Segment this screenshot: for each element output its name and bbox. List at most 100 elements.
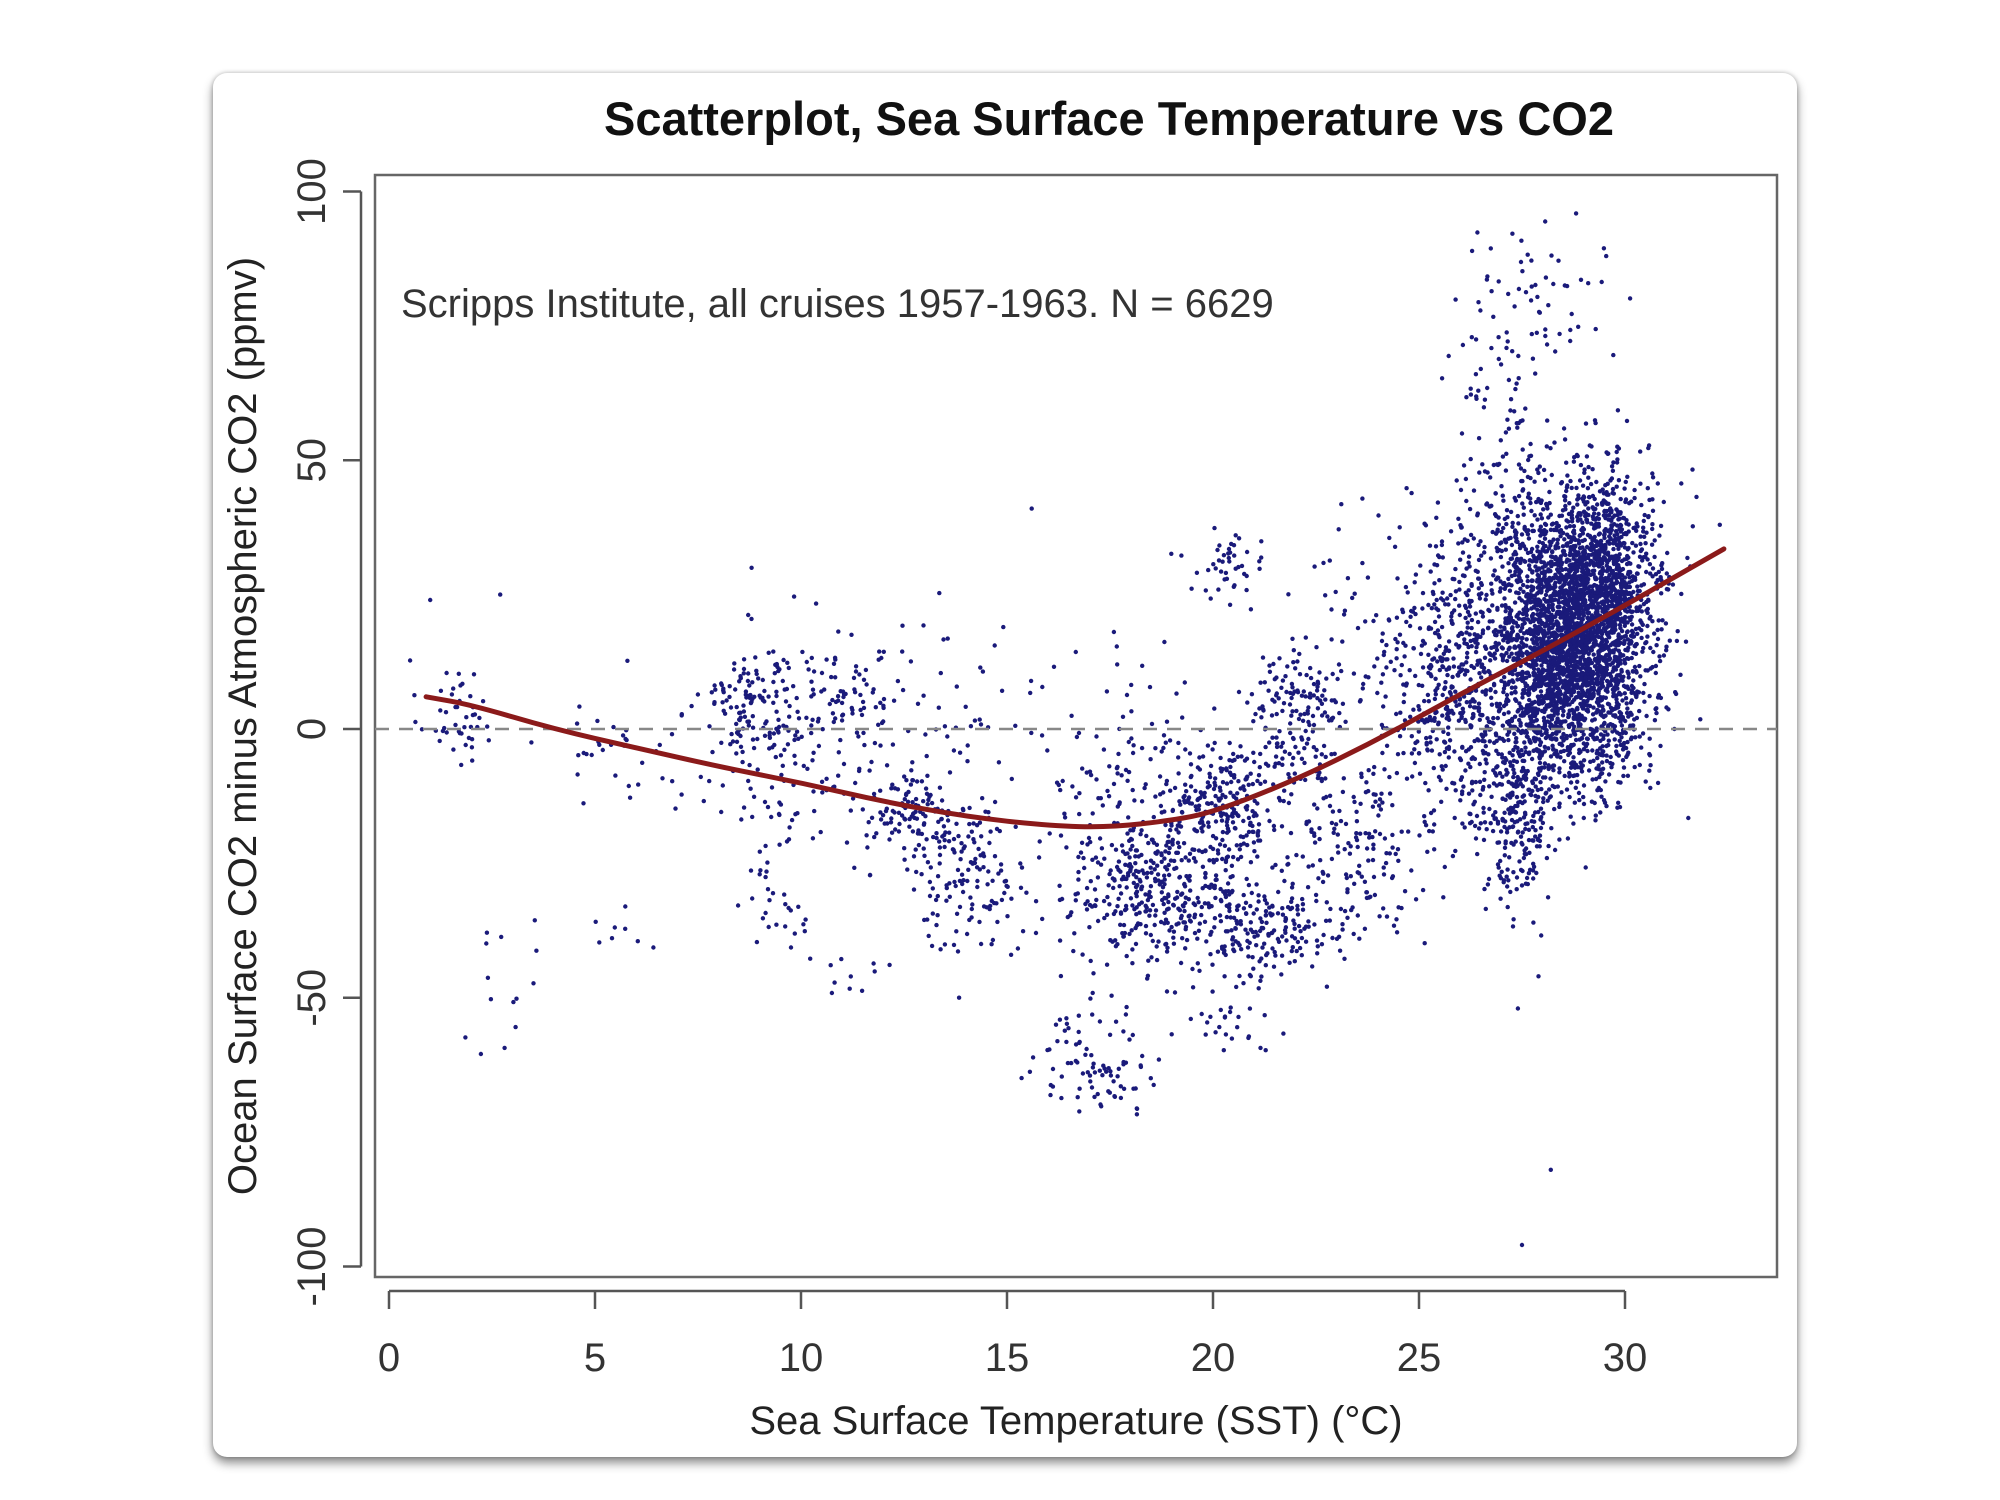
data-point (1188, 784, 1194, 789)
data-point (983, 809, 988, 814)
data-point (921, 822, 927, 827)
data-point (1585, 748, 1590, 754)
data-point (534, 948, 539, 953)
data-point (1197, 767, 1203, 772)
data-point (1251, 911, 1256, 916)
data-point (1243, 927, 1248, 932)
data-point (795, 709, 800, 714)
data-point (1319, 778, 1325, 784)
data-point (1166, 862, 1171, 868)
data-point (707, 724, 712, 729)
data-point (1483, 692, 1488, 697)
data-point (1130, 843, 1135, 849)
data-point (1491, 715, 1496, 721)
data-point (919, 831, 925, 837)
data-point (1073, 898, 1078, 903)
data-point (1609, 765, 1614, 770)
data-point (636, 782, 641, 787)
data-point (1657, 654, 1662, 659)
data-point (762, 733, 768, 738)
data-point (670, 779, 675, 784)
data-point (839, 718, 845, 723)
data-point (1450, 576, 1455, 582)
data-point (1258, 978, 1263, 983)
data-point (1379, 680, 1384, 685)
data-point (1522, 559, 1528, 564)
data-point (1330, 809, 1336, 814)
data-point (1051, 664, 1057, 669)
data-point (1250, 829, 1255, 834)
data-point (1140, 663, 1145, 668)
data-point (945, 636, 950, 641)
data-point (956, 995, 962, 1000)
data-point (1259, 539, 1264, 544)
data-point (871, 791, 877, 797)
data-point (836, 773, 841, 778)
data-point (1542, 761, 1548, 766)
data-point (1069, 1060, 1074, 1066)
data-point (937, 845, 943, 850)
data-point (1002, 890, 1007, 896)
data-point (1254, 907, 1260, 912)
data-point (1553, 349, 1558, 354)
data-point (794, 729, 800, 734)
data-point (1236, 536, 1242, 541)
data-point (1384, 914, 1390, 919)
data-point (709, 690, 714, 695)
data-point (1062, 811, 1067, 816)
data-point (795, 811, 800, 816)
data-point (1455, 672, 1460, 678)
data-point (1127, 855, 1132, 860)
data-point (1540, 775, 1546, 780)
data-point (1153, 794, 1158, 799)
data-point (1359, 771, 1364, 776)
data-point (1426, 788, 1431, 793)
data-point (951, 748, 957, 753)
data-point (1464, 655, 1470, 660)
data-point (786, 665, 791, 671)
data-point (1077, 791, 1082, 796)
data-point (1245, 842, 1250, 848)
data-point (1187, 851, 1193, 856)
data-point (841, 692, 847, 697)
data-point (1183, 927, 1188, 932)
data-point (1510, 349, 1515, 354)
data-point (1478, 366, 1484, 372)
data-point (1519, 748, 1524, 753)
data-point (905, 867, 910, 872)
data-point (1090, 857, 1095, 862)
data-point (407, 658, 413, 663)
data-point (1379, 722, 1385, 728)
data-point (1166, 839, 1172, 844)
data-point (1238, 786, 1243, 791)
data-point (1322, 688, 1327, 693)
data-point (1520, 447, 1525, 452)
data-point (766, 650, 771, 655)
data-point (945, 734, 950, 739)
data-point (1340, 639, 1345, 644)
data-point (1227, 559, 1232, 564)
data-point (1558, 755, 1563, 760)
data-point (819, 779, 825, 784)
data-point (1371, 618, 1376, 624)
data-point (776, 730, 781, 735)
data-point (1230, 820, 1236, 825)
data-point (453, 722, 458, 728)
data-point (981, 854, 987, 859)
data-point (1133, 941, 1139, 947)
data-point (1481, 837, 1487, 843)
data-point (1158, 919, 1164, 925)
data-point (1450, 674, 1455, 680)
data-point (856, 768, 862, 774)
data-point (1506, 878, 1511, 883)
data-point (811, 669, 817, 674)
data-point (1232, 757, 1237, 763)
data-point (1241, 906, 1247, 911)
data-point (1087, 925, 1092, 930)
data-point (623, 904, 628, 909)
data-point (1654, 580, 1659, 585)
data-point (1272, 827, 1277, 833)
data-point (1160, 885, 1166, 890)
data-point (1439, 376, 1445, 381)
data-point (1274, 675, 1279, 680)
